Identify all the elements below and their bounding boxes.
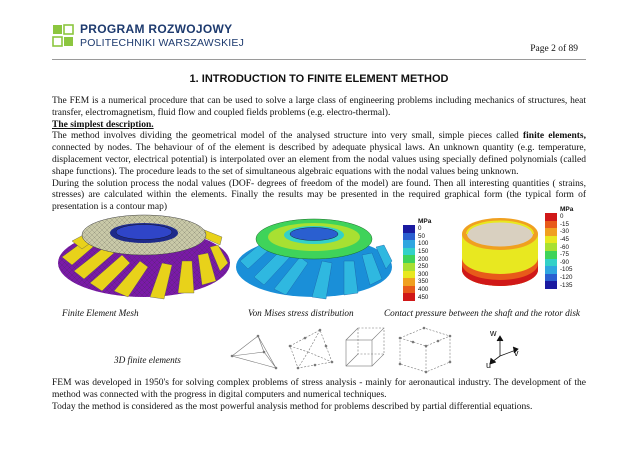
legend-swatch [545,220,557,229]
von-mises-image [234,207,394,303]
legend-label: -105 [560,266,573,274]
legend-label: 150 [418,248,429,256]
legend-row: -60 [545,243,573,251]
header-divider [52,59,586,60]
legend-swatch [545,228,557,236]
caption-mesh: Finite Element Mesh [62,308,139,318]
legend-label: -135 [560,281,573,289]
legend-row: 400 [403,285,431,294]
coordinate-axes: w v u [480,322,530,370]
legend-label: 400 [418,286,429,294]
logo-line1: PROGRAM ROZWOJOWY [80,22,233,36]
legend-swatch [545,250,557,259]
legend-label: 100 [418,240,429,248]
legend-swatch [545,235,557,244]
legend-swatch [545,273,557,282]
legend-row: -105 [545,266,573,274]
legend-label: 0 [418,225,422,233]
legend-swatch [545,266,557,274]
caption-3d-elements: 3D finite elements [114,355,181,365]
legend-von-mises: MPa 0 50 100 150 200 250 300 350 400 450 [403,218,431,301]
legend-row: -90 [545,258,573,267]
legend-contact-pressure: MPa 0 -15 -30 -45 -60 -75 -90 -105 -120 -135 [545,206,573,289]
fe-mesh-image [52,205,230,305]
legend-row: 0 [403,225,431,233]
legend-swatch [403,240,415,248]
legend-row: -75 [545,250,573,259]
legend-unit: MPa [418,218,432,225]
legend-label: 450 [418,293,429,301]
intro-text: The FEM is a numerical procedure that ca… [52,96,586,214]
paragraph-1: The FEM is a numerical procedure that ca… [52,96,586,118]
legend-swatch [403,255,415,263]
legend-label: -60 [560,243,569,251]
caption-von-mises: Von Mises stress distribution [248,308,354,318]
legend-label: 300 [418,270,429,278]
legend-swatch [403,285,415,294]
caption-contact: Contact pressure between the shaft and t… [384,308,580,318]
legend-row: 150 [403,247,431,256]
legend-row: 100 [403,240,431,248]
tetrahedron-element [230,334,278,370]
legend-row: 50 [403,232,431,241]
legend-swatch [403,225,415,233]
legend-swatch [545,258,557,267]
legend-label: -15 [560,220,569,228]
legend-row: 200 [403,255,431,263]
logo-icon [52,24,74,48]
legend-label: 50 [418,232,425,240]
legend-label: -30 [560,228,569,236]
legend-label: -120 [560,274,573,282]
legend-swatch [403,293,415,301]
element-sketches [228,322,458,374]
legend-row: 250 [403,262,431,271]
logo-line2: POLITECHNIKI WARSZAWSKIEJ [80,37,245,49]
legend-row: -15 [545,220,573,229]
closing-text: FEM was developed in 1950's for solving … [52,378,586,413]
subheading: The simplest description. [52,119,154,130]
legend-row: -30 [545,228,573,236]
contact-pressure-image [458,208,542,298]
hexahedron-element [345,327,385,367]
paragraph-2: The method involves dividing the geometr… [52,131,587,177]
legend-row: 350 [403,278,431,286]
paragraph-3: During the solution process the nodal va… [52,178,586,213]
legend-swatch [545,281,557,289]
legend-label: 350 [418,278,429,286]
legend-unit: MPa [560,206,574,213]
legend-row: 0 [545,213,573,221]
legend-swatch [403,262,415,271]
legend-swatch [403,232,415,241]
legend-swatch [545,213,557,221]
legend-label: 250 [418,263,429,271]
quadratic-hexa-element [398,326,452,374]
legend-row: -45 [545,235,573,244]
legend-row: 450 [403,293,431,301]
legend-swatch [403,278,415,286]
axis-label-v: v [514,348,519,358]
legend-row: -120 [545,273,573,282]
quadratic-tetra-element [288,328,334,370]
legend-swatch [403,270,415,279]
legend-swatch [403,247,415,256]
axis-label-u: u [486,360,492,370]
paragraph-5: Today the method is considered as the mo… [52,401,533,412]
legend-row: 300 [403,270,431,279]
legend-row: -135 [545,281,573,289]
section-title: 1. INTRODUCTION TO FINITE ELEMENT METHOD [189,73,449,85]
page-number: Page 2 of 89 [530,44,578,54]
legend-label: 200 [418,255,429,263]
legend-label: -90 [560,258,569,266]
legend-label: -75 [560,251,569,259]
axis-label-w: w [490,328,497,338]
legend-label: 0 [560,213,564,221]
legend-swatch [545,243,557,251]
paragraph-4: FEM was developed in 1950's for solving … [52,378,586,400]
legend-label: -45 [560,236,569,244]
